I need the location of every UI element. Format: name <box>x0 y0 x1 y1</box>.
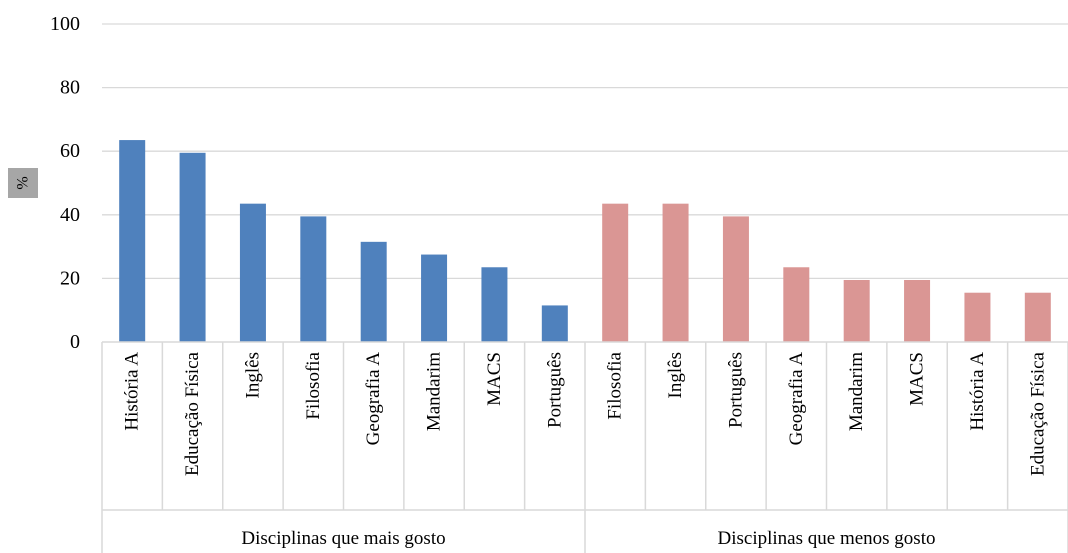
category-label: Mandarim <box>424 352 445 431</box>
bar <box>1024 292 1051 342</box>
y-axis-label-box <box>8 168 38 198</box>
category-label: Geografia A <box>363 352 384 446</box>
category-label: Português <box>544 352 565 428</box>
y-tick-label: 40 <box>60 204 80 226</box>
category-label: Educação Física <box>1027 351 1048 476</box>
bar <box>360 241 387 342</box>
bar <box>904 279 931 342</box>
group-labels: Disciplinas que mais gosto Disciplinas qu… <box>241 528 935 549</box>
bar <box>179 152 206 342</box>
category-label: Filosofia <box>605 351 626 419</box>
category-label: MACS <box>907 352 928 406</box>
bar <box>662 203 689 342</box>
category-label: Inglês <box>665 352 686 398</box>
bar <box>722 216 749 342</box>
bar <box>602 203 629 342</box>
category-label: Mandarim <box>846 352 867 431</box>
y-tick-label: 80 <box>60 77 80 99</box>
bar <box>783 267 810 342</box>
y-axis-label: % <box>8 168 38 198</box>
y-tick-label: 0 <box>70 331 80 353</box>
y-tick-label: 100 <box>50 13 80 35</box>
y-tick-label: 60 <box>60 140 80 162</box>
category-label: História A <box>967 352 988 431</box>
bars <box>119 140 1051 342</box>
x-axis <box>101 341 1068 553</box>
bar <box>421 254 448 342</box>
category-label: Português <box>725 352 746 428</box>
bar <box>843 279 870 342</box>
y-tick-labels: 0 20 40 60 80 100 <box>50 13 80 353</box>
bar <box>119 140 146 342</box>
y-tick-label: 20 <box>60 267 80 289</box>
bar <box>541 305 568 342</box>
bar <box>964 292 991 342</box>
category-labels: História A Educação Física Inglês Filosofia… <box>122 351 1049 476</box>
category-label: Inglês <box>242 352 263 398</box>
category-label: MACS <box>484 352 505 406</box>
bar <box>300 216 327 342</box>
bar <box>239 203 266 342</box>
bar <box>481 267 508 342</box>
group-label: Disciplinas que menos gosto <box>718 528 936 549</box>
category-label: Filosofia <box>303 351 324 419</box>
category-label: História A <box>122 352 143 431</box>
category-label: Geografia A <box>786 352 807 446</box>
y-axis-label-text: % <box>15 176 32 189</box>
group-label: Disciplinas que mais gosto <box>241 528 445 549</box>
category-label: Educação Física <box>182 351 203 476</box>
